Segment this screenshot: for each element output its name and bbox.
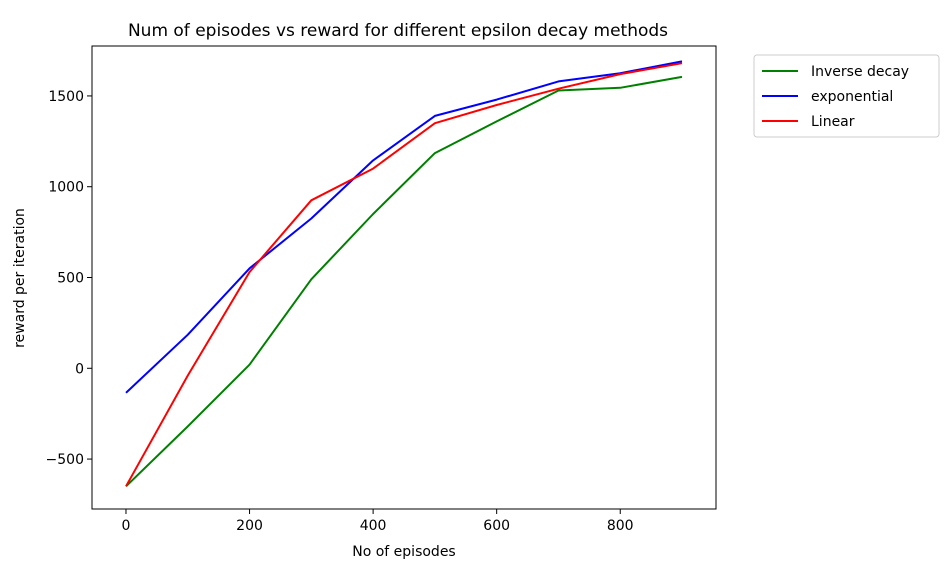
x-tick-label: 0	[122, 518, 131, 534]
legend-label-inverse-decay: Inverse decay	[811, 64, 909, 80]
x-tick-label: 400	[360, 518, 387, 534]
x-axis-ticks: 0 200 400 600 800	[122, 509, 634, 534]
x-tick-label: 800	[607, 518, 634, 534]
y-tick-label: −500	[46, 452, 84, 468]
legend-frame	[753, 54, 940, 138]
y-tick-label: 0	[75, 361, 84, 377]
legend-label-linear: Linear	[811, 114, 855, 130]
series-lines	[125, 60, 683, 488]
y-tick-label: 1500	[48, 89, 84, 105]
series-line-exponential	[125, 60, 683, 394]
series-line-inverse-decay	[125, 75, 683, 488]
chart-title: Num of episodes vs reward for different …	[128, 21, 668, 41]
x-tick-label: 200	[236, 518, 263, 534]
y-tick-label: 500	[57, 271, 84, 287]
legend: Inverse decay exponential Linear	[753, 54, 940, 138]
legend-label-exponential: exponential	[811, 89, 893, 105]
plot-area-frame	[91, 45, 717, 510]
series-line-linear	[125, 62, 683, 487]
x-axis-label: No of episodes	[352, 544, 455, 560]
x-tick-label: 600	[483, 518, 510, 534]
y-axis-label: reward per iteration	[12, 208, 28, 348]
y-axis-ticks: −500 0 500 1000 1500	[46, 89, 92, 468]
y-tick-label: 1000	[48, 180, 84, 196]
